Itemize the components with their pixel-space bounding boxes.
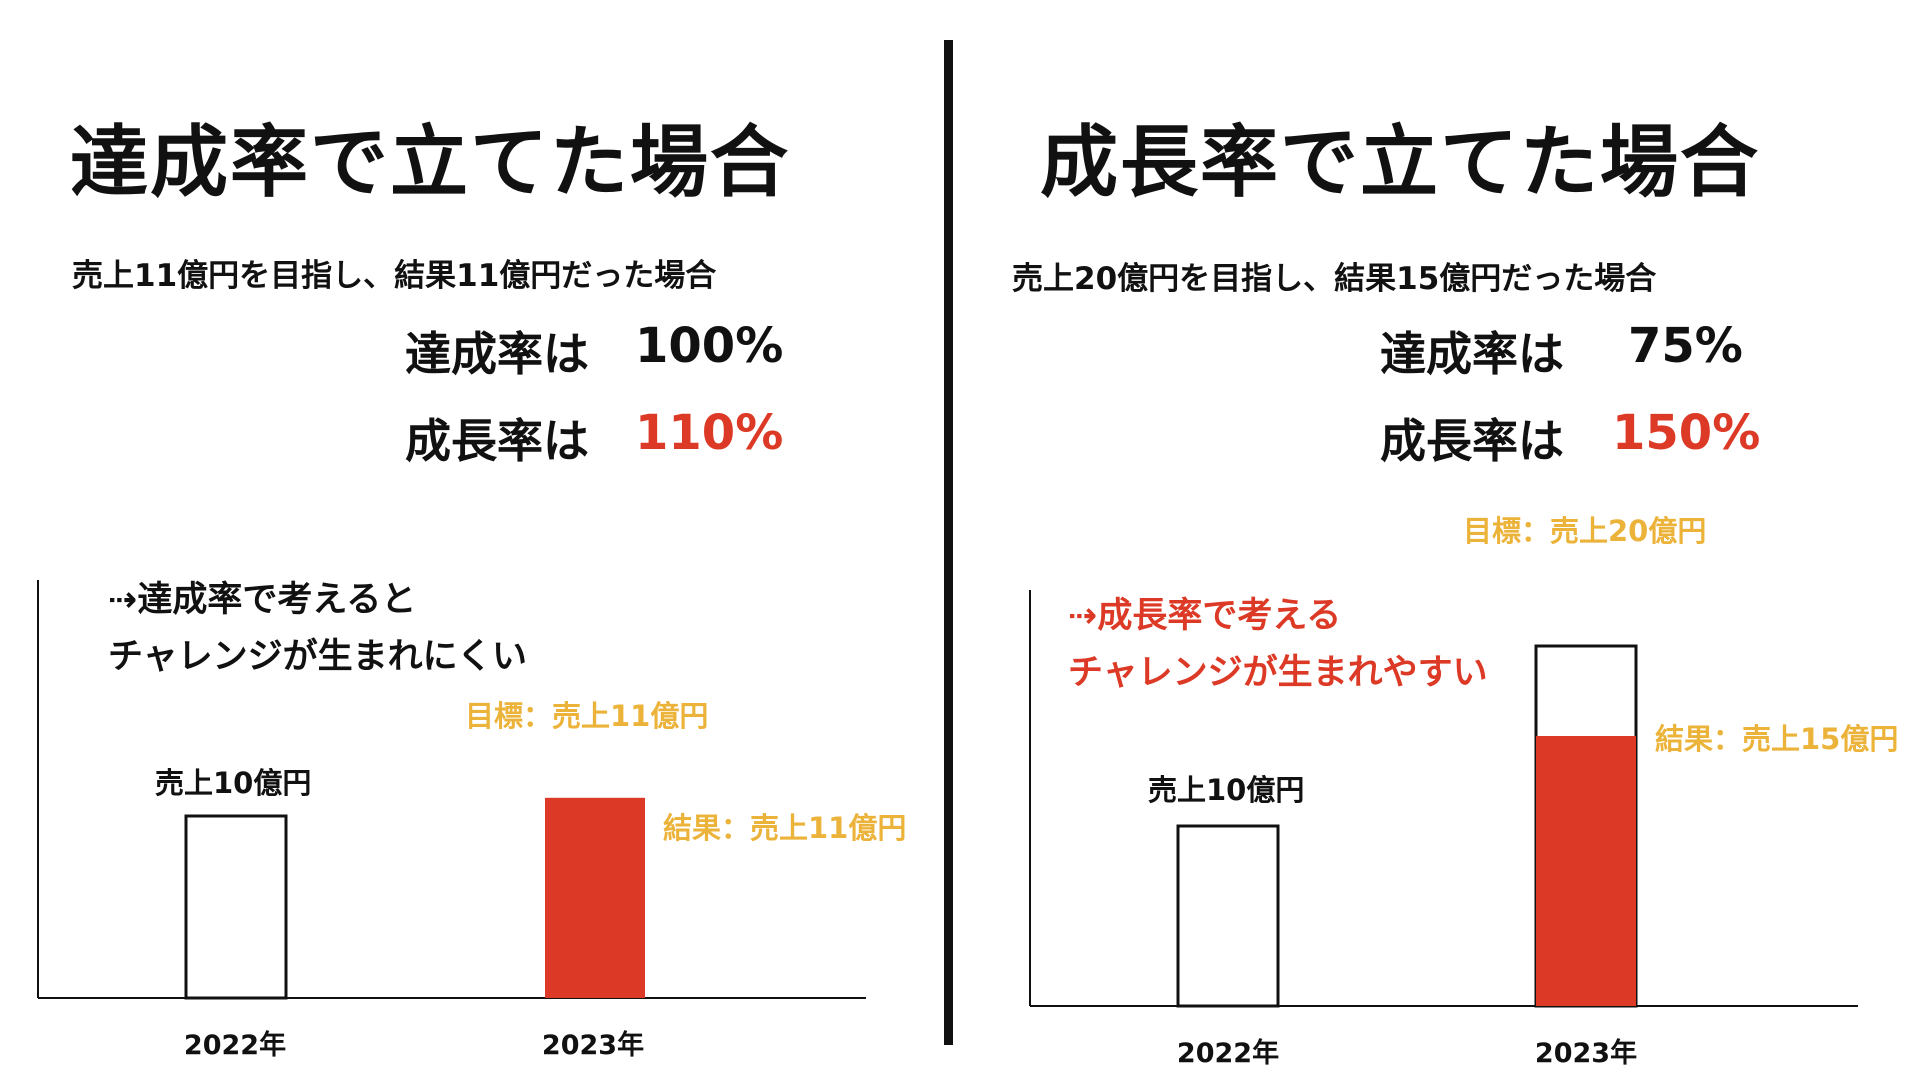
- right-title: 成長率で立てた場合: [1040, 118, 1761, 208]
- right-achievement-label: 達成率は: [1380, 327, 1564, 381]
- left-xtick-2022: 2022年: [184, 1029, 286, 1061]
- left-bar2022-label: 売上10億円: [155, 766, 312, 800]
- left-growth-label: 成長率は: [405, 414, 589, 468]
- right-result-label: 結果：売上15億円: [1655, 722, 1899, 756]
- left-achievement-value: 100%: [635, 318, 784, 374]
- right-growth-value: 150%: [1612, 405, 1761, 461]
- left-xtick-2023: 2023年: [542, 1029, 644, 1061]
- left-note-line1: ⇢達成率で考えると: [108, 580, 417, 620]
- left-bar-2022: [184, 814, 288, 1000]
- right-bar-2023-result: [1536, 736, 1636, 1006]
- right-growth-label: 成長率は: [1380, 414, 1564, 468]
- right-note-line1: ⇢成長率で考える: [1068, 596, 1342, 636]
- right-note-line2: チャレンジが生まれやすい: [1068, 653, 1488, 693]
- right-achievement-value: 75%: [1628, 318, 1743, 374]
- left-result-label: 結果：売上11億円: [663, 811, 907, 845]
- left-bar-2023-result: [545, 797, 645, 998]
- left-note: ⇢達成率で考えると チャレンジが生まれにくい: [108, 572, 527, 686]
- right-subtitle: 売上20億円を目指し、結果15億円だった場合: [1012, 261, 1657, 297]
- right-bar2022-label: 売上10億円: [1148, 773, 1305, 807]
- left-growth-value: 110%: [635, 405, 784, 461]
- right-bar-2022: [1176, 824, 1280, 1008]
- left-title: 達成率で立てた場合: [70, 118, 791, 208]
- left-subtitle: 売上11億円を目指し、結果11億円だった場合: [72, 258, 717, 294]
- right-xtick-2023: 2023年: [1535, 1037, 1637, 1069]
- right-xtick-2022: 2022年: [1177, 1037, 1279, 1069]
- right-target-label: 目標：売上20億円: [1463, 514, 1707, 548]
- left-target-label: 目標：売上11億円: [465, 699, 709, 733]
- left-note-line2: チャレンジが生まれにくい: [108, 637, 527, 677]
- center-divider: [944, 40, 953, 1045]
- right-note: ⇢成長率で考える チャレンジが生まれやすい: [1068, 588, 1488, 702]
- left-achievement-label: 達成率は: [405, 327, 589, 381]
- left-bar-chart: 2022年 2023年: [37, 580, 866, 1061]
